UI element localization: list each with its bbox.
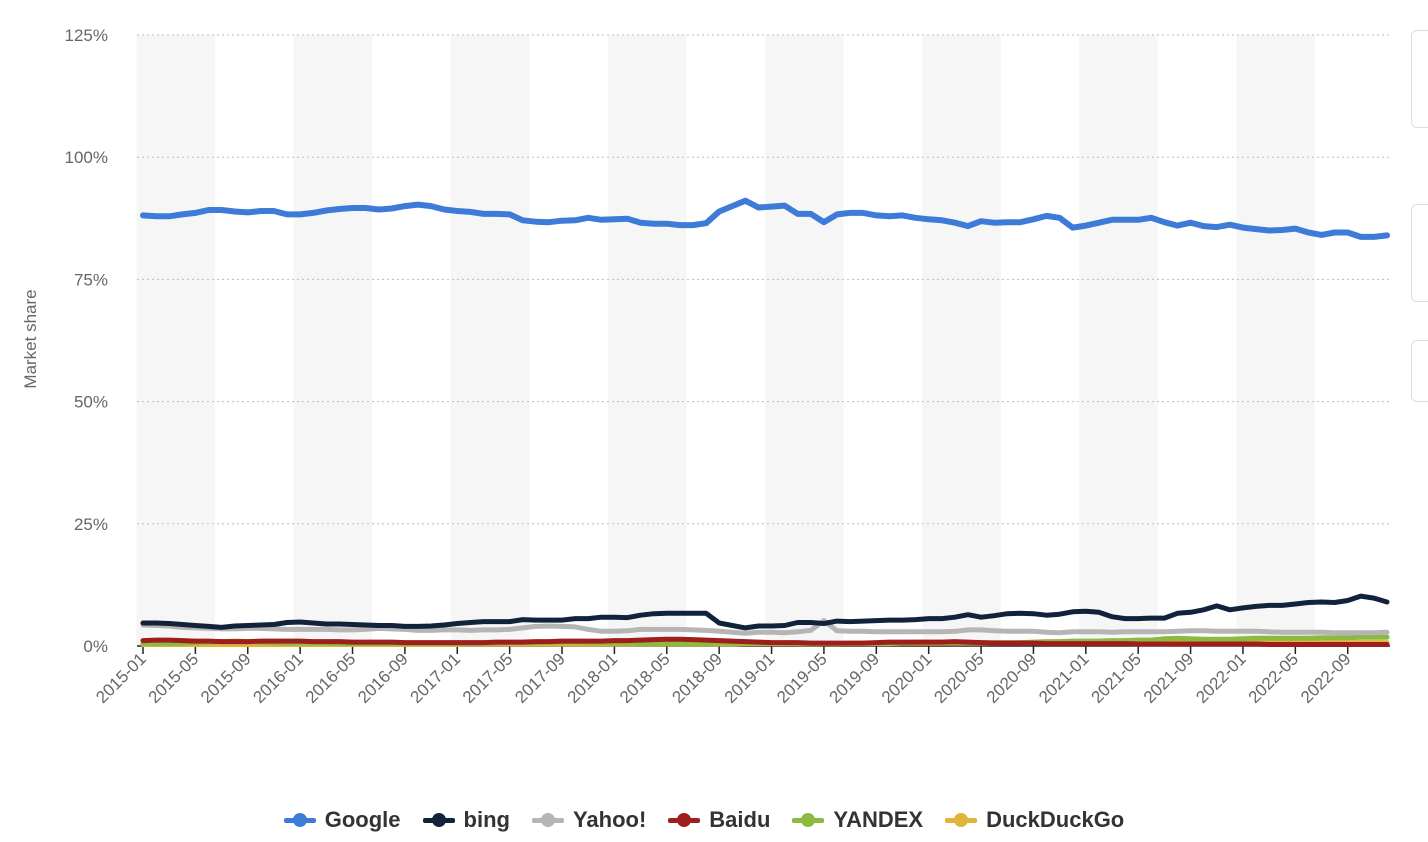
y-tick-label: 0%	[83, 637, 108, 656]
x-tick-label: 2018-01	[564, 649, 622, 707]
x-tick-label: 2021-05	[1087, 649, 1145, 707]
legend-label: Baidu	[709, 807, 771, 832]
series-line-baidu	[140, 636, 1390, 647]
series-line-yahoo	[140, 618, 1390, 636]
side-panel-tab-1[interactable]	[1411, 30, 1428, 128]
year-band	[922, 35, 1001, 646]
y-tick-label: 125%	[65, 26, 108, 45]
alternating-year-bands	[136, 35, 1315, 646]
x-tick-label: 2017-09	[511, 649, 569, 707]
legend-swatch-dot	[431, 813, 446, 827]
side-panel-tab-2[interactable]	[1411, 204, 1428, 302]
x-tick-label: 2019-09	[826, 649, 884, 707]
x-tick-label: 2015-05	[145, 649, 203, 707]
legend: Google bing Yahoo! Baidu YANDEX DuckDuckGo	[0, 807, 1408, 833]
x-tick-label: 2016-09	[354, 649, 412, 707]
x-tick-label: 2021-09	[1140, 649, 1198, 707]
y-tick-label: 100%	[65, 148, 108, 167]
x-tick-label: 2018-05	[616, 649, 674, 707]
x-tick-label: 2022-05	[1245, 649, 1303, 707]
legend-swatch-bing	[422, 813, 455, 827]
legend-swatch-dot	[540, 813, 555, 827]
series-line-google	[140, 197, 1390, 240]
legend-item-duckduckgo[interactable]: DuckDuckGo	[945, 807, 1124, 833]
year-band	[136, 35, 216, 646]
legend-swatch-yahoo	[531, 813, 564, 827]
legend-swatch-dot	[954, 813, 969, 827]
legend-label: YANDEX	[833, 807, 924, 832]
series-lines	[140, 197, 1390, 647]
x-tick-label: 2019-01	[721, 649, 779, 707]
side-panel-tab-3[interactable]	[1411, 340, 1428, 402]
legend-swatch-google	[283, 813, 316, 827]
year-band	[450, 35, 530, 646]
legend-swatch-duckduckgo	[945, 813, 978, 827]
x-tick-label: 2015-09	[197, 649, 255, 707]
grid-lines	[137, 34, 1390, 525]
x-tick-label: 2020-05	[930, 649, 988, 707]
x-tick-label: 2017-05	[459, 649, 517, 707]
y-tick-label: 25%	[74, 515, 108, 534]
y-tick-label: 50%	[74, 393, 108, 412]
x-tick-label: 2019-05	[773, 649, 831, 707]
y-axis-title: Market share	[21, 289, 40, 388]
legend-swatch-dot	[801, 813, 816, 827]
x-tick-label: 2020-01	[878, 649, 936, 707]
x-axis-ticks: 2015-012015-052015-092016-012016-052016-…	[92, 646, 1355, 707]
x-tick-label: 2022-01	[1192, 649, 1250, 707]
legend-label: Google	[324, 807, 401, 832]
y-axis-ticks: 0% 25% 50% 75% 100% 125%	[65, 26, 108, 656]
x-tick-label: 2020-09	[983, 649, 1041, 707]
legend-item-yahoo[interactable]: Yahoo!	[531, 807, 647, 833]
year-band	[765, 35, 844, 646]
x-tick-label: 2015-01	[92, 649, 150, 707]
year-band	[607, 35, 687, 646]
legend-item-bing[interactable]: bing	[422, 807, 510, 833]
x-tick-label: 2016-01	[249, 649, 307, 707]
legend-label: DuckDuckGo	[986, 807, 1125, 832]
series-line-bing	[140, 593, 1390, 631]
year-band	[1236, 35, 1315, 646]
legend-item-google[interactable]: Google	[283, 807, 401, 833]
x-tick-label: 2017-01	[407, 649, 465, 707]
x-tick-label: 2016-05	[302, 649, 360, 707]
y-tick-label: 75%	[74, 270, 108, 289]
x-tick-label: 2018-09	[668, 649, 726, 707]
x-tick-label: 2022-09	[1297, 649, 1355, 707]
year-band	[1079, 35, 1158, 646]
legend-item-baidu[interactable]: Baidu	[668, 807, 770, 833]
year-band	[293, 35, 373, 646]
legend-swatch-yandex	[792, 813, 825, 827]
legend-swatch-dot	[292, 813, 307, 827]
x-tick-label: 2021-01	[1035, 649, 1093, 707]
legend-label: bing	[463, 807, 510, 832]
legend-swatch-dot	[677, 813, 692, 827]
legend-swatch-baidu	[668, 813, 701, 827]
legend-label: Yahoo!	[572, 807, 647, 832]
legend-item-yandex[interactable]: YANDEX	[792, 807, 923, 833]
